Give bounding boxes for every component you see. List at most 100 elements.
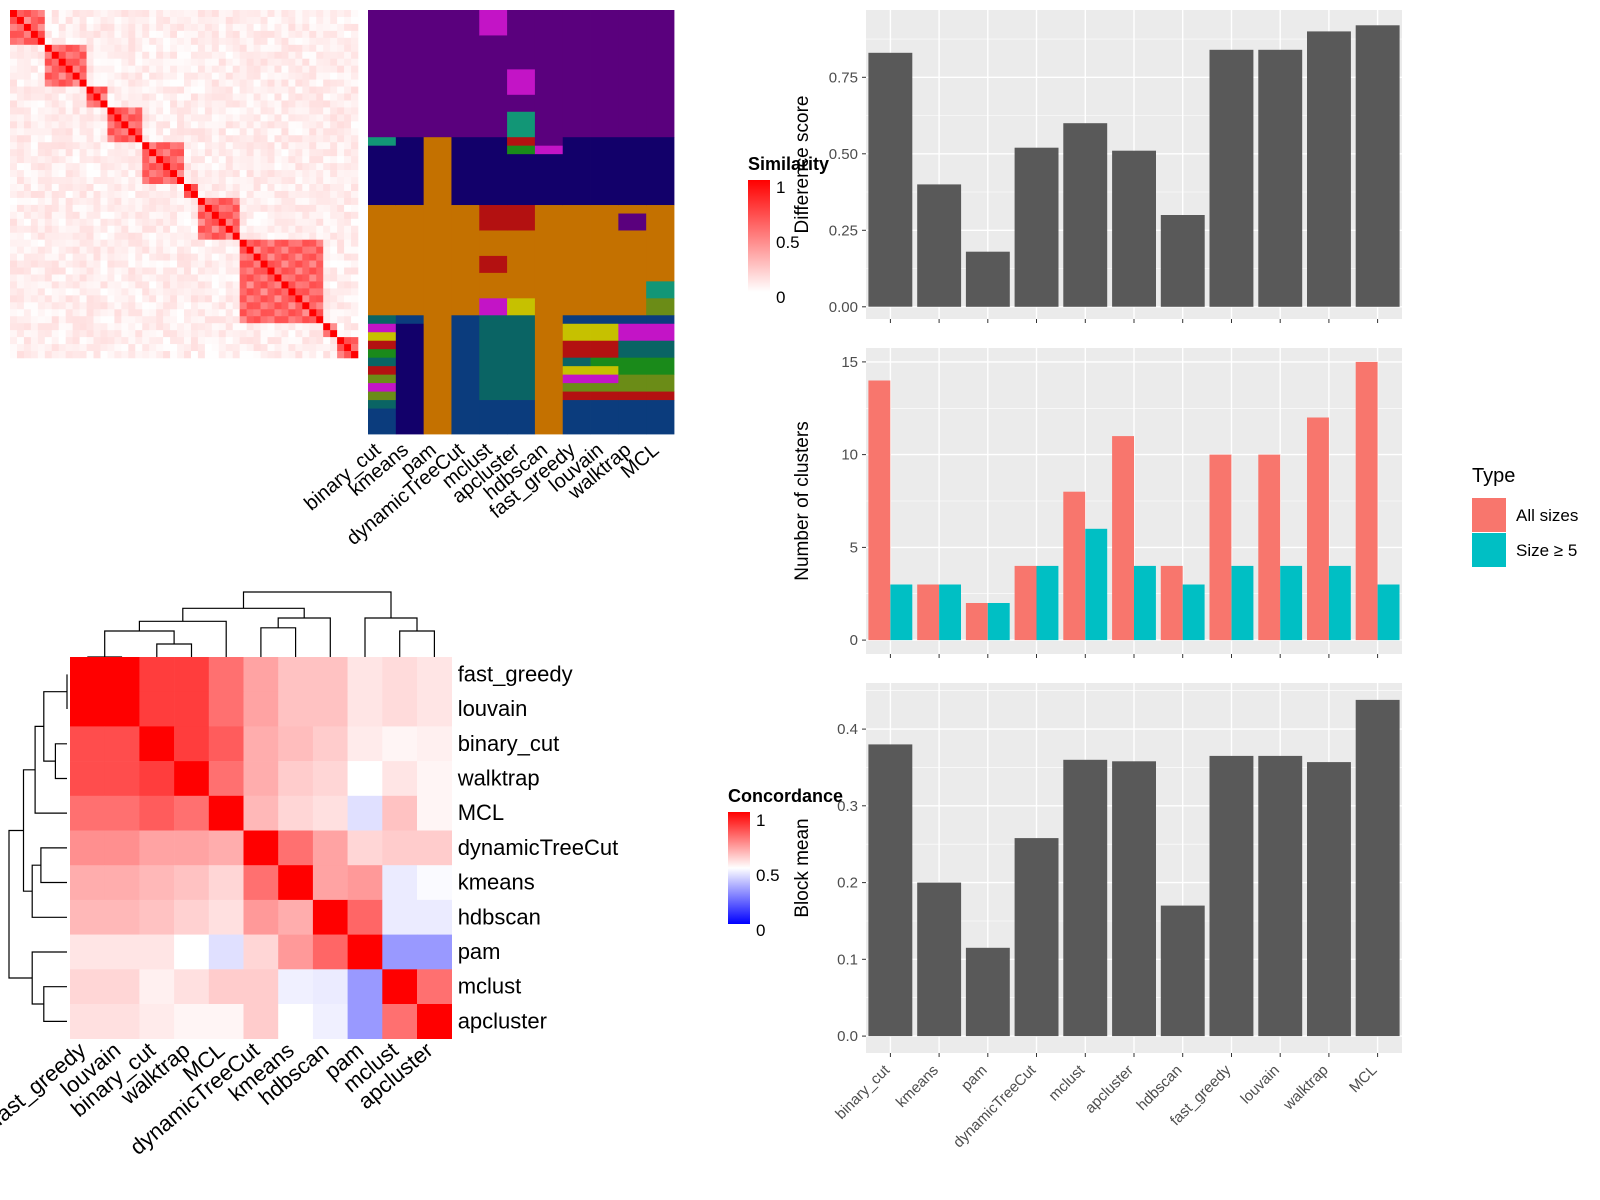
similarity-cell	[232, 260, 240, 268]
similarity-cell	[218, 93, 227, 101]
similarity-cell	[58, 253, 66, 261]
similarity-cell	[30, 260, 39, 268]
similarity-cell	[274, 302, 282, 310]
similarity-cell	[72, 10, 80, 18]
similarity-cell	[211, 232, 220, 240]
similarity-cell	[253, 184, 261, 192]
similarity-cell	[156, 351, 164, 359]
similarity-cell	[295, 351, 303, 359]
similarity-cell	[128, 260, 136, 268]
similarity-cell	[86, 58, 94, 66]
similarity-cell	[93, 225, 101, 234]
concordance-cell	[104, 761, 140, 797]
similarity-cell	[337, 295, 345, 303]
similarity-cell	[309, 246, 317, 254]
similarity-cell	[79, 177, 87, 185]
similarity-cell	[197, 232, 206, 240]
similarity-cell	[330, 79, 338, 87]
similarity-cell	[337, 58, 345, 66]
similarity-cell	[267, 135, 275, 143]
similarity-cell	[197, 121, 206, 129]
similarity-cell	[316, 149, 324, 157]
similarity-cell	[337, 274, 345, 282]
similarity-cell	[344, 142, 352, 150]
similarity-cell	[260, 128, 268, 136]
similarity-cell	[114, 274, 122, 282]
similarity-cell	[135, 218, 143, 227]
similarity-cell	[10, 156, 18, 164]
similarity-cell	[218, 211, 227, 220]
bar-all-sizes-fast-greedy	[1209, 454, 1232, 641]
similarity-cell	[58, 51, 66, 60]
similarity-cell	[100, 302, 108, 310]
similarity-cell	[246, 30, 254, 39]
x-tick-label-apcluster: apcluster	[1082, 1062, 1137, 1117]
similarity-cell	[184, 135, 192, 143]
similarity-cell	[253, 86, 261, 94]
similarity-cell	[253, 344, 261, 352]
label-strip-cell-apcluster	[507, 94, 536, 113]
similarity-cell	[351, 316, 359, 324]
bar-size-5-kmeans	[939, 584, 961, 641]
similarity-cell	[239, 274, 247, 282]
similarity-cell	[65, 128, 73, 136]
similarity-cell	[65, 267, 73, 275]
concordance-cell	[139, 830, 175, 866]
similarity-cell	[170, 30, 178, 39]
similarity-cell	[10, 58, 18, 66]
similarity-cell	[337, 253, 345, 261]
similarity-cell	[10, 253, 18, 261]
similarity-cell	[163, 267, 171, 275]
similarity-cell	[246, 149, 254, 157]
similarity-cell	[246, 163, 254, 171]
similarity-cell	[72, 65, 80, 73]
label-strip-cell-fast-greedy	[562, 340, 591, 359]
similarity-cell	[218, 337, 227, 345]
concordance-cell	[243, 934, 279, 970]
similarity-cell	[86, 330, 94, 338]
label-strip-cell-mcl	[646, 357, 675, 376]
similarity-cell	[337, 72, 345, 80]
label-strip-cell-walktrap	[618, 374, 647, 392]
similarity-cell	[184, 142, 192, 150]
similarity-cell	[149, 274, 157, 282]
similarity-cell	[232, 316, 240, 324]
similarity-cell	[260, 30, 268, 39]
similarity-cell	[149, 135, 157, 143]
similarity-cell	[23, 302, 32, 310]
similarity-cell	[121, 51, 129, 60]
similarity-cell	[225, 128, 234, 136]
similarity-cell	[107, 295, 115, 303]
similarity-cell	[142, 156, 150, 164]
similarity-cell	[37, 10, 46, 18]
similarity-cell	[351, 302, 359, 310]
similarity-cell	[197, 246, 206, 254]
similarity-cell	[184, 211, 192, 220]
similarity-cell	[79, 107, 87, 115]
similarity-cell	[72, 260, 80, 268]
similarity-cell	[190, 163, 199, 171]
similarity-cell	[121, 58, 129, 66]
similarity-cell	[302, 72, 310, 80]
similarity-cell	[344, 170, 352, 178]
similarity-cell	[79, 163, 87, 171]
similarity-cell	[142, 323, 150, 331]
similarity-cell	[351, 218, 359, 227]
similarity-cell	[51, 281, 60, 289]
similarity-cell	[344, 211, 352, 220]
concordance-cell	[174, 691, 210, 727]
similarity-cell	[351, 79, 359, 87]
similarity-cell	[23, 225, 32, 234]
similarity-cell	[93, 344, 101, 352]
label-strip-cell-mcl	[646, 323, 675, 342]
similarity-cell	[316, 37, 324, 46]
similarity-cell	[190, 51, 199, 60]
similarity-cell	[204, 316, 213, 324]
similarity-cell	[260, 142, 268, 150]
similarity-cell	[211, 323, 220, 331]
similarity-cell	[232, 86, 240, 94]
similarity-cell	[344, 232, 352, 240]
similarity-cell	[281, 170, 289, 178]
similarity-cell	[288, 239, 296, 247]
similarity-cell	[100, 260, 108, 268]
